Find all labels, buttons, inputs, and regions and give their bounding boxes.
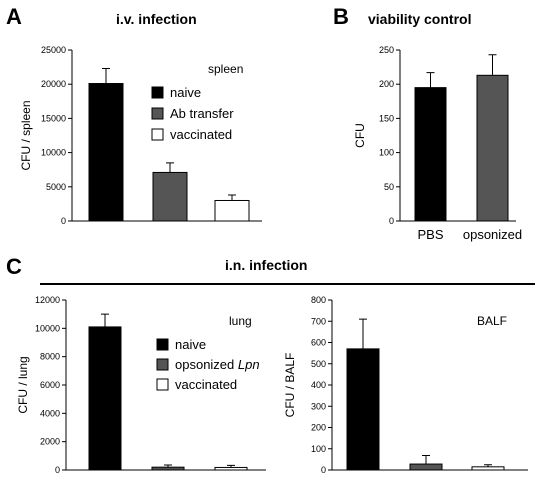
error-bar [228, 194, 236, 201]
panel-title-a: i.v. infection [116, 11, 197, 27]
legend-label: opsonized Lpn [175, 357, 260, 372]
y-tick-label: 20000 [41, 79, 66, 89]
y-tick-label: 300 [311, 401, 326, 411]
legend-text: vaccinated [175, 377, 237, 392]
y-tick-label: 100 [311, 444, 326, 454]
y-tick-label: 700 [311, 316, 326, 326]
bar [214, 466, 248, 471]
legend-swatch [156, 338, 169, 351]
error-bar [102, 67, 110, 84]
legend-label: vaccinated [170, 127, 232, 142]
y-tick-label: 4000 [40, 408, 60, 418]
y-axis-label: CFU / lung [16, 356, 30, 413]
panel-title-c: i.n. infection [225, 257, 307, 273]
y-tick-label: 0 [55, 465, 60, 475]
bar [151, 466, 185, 471]
legend-text: vaccinated [170, 127, 232, 142]
chart-balf: 0 100 200 300 400 500 600 700 800 CFU / BALF BALF [283, 295, 528, 475]
legend-swatch [151, 107, 164, 120]
error-bar [101, 313, 109, 327]
legend-text: Ab transfer [170, 106, 234, 121]
organ-annotation: lung [229, 314, 252, 328]
chart-spleen: 0 5000 10000 15000 20000 25000 CFU / spleen spl… [19, 45, 262, 226]
bar [152, 171, 188, 222]
error-bar [164, 464, 172, 468]
error-bar [484, 464, 492, 467]
bar [88, 326, 122, 471]
legend-label: vaccinated [175, 377, 237, 392]
y-tick-label: 50 [384, 182, 394, 192]
panel-title-b: viability control [368, 11, 471, 27]
organ-annotation: BALF [477, 314, 507, 328]
y-tick-label: 600 [311, 338, 326, 348]
bar [471, 466, 505, 471]
y-tick-label: 2000 [40, 437, 60, 447]
y-tick-label: 0 [61, 216, 66, 226]
y-tick-label: 200 [311, 423, 326, 433]
y-tick-label: 15000 [41, 113, 66, 123]
bar [214, 199, 250, 222]
legend-label: naive [175, 337, 206, 352]
y-tick-label: 0 [321, 465, 326, 475]
error-bar [359, 318, 367, 349]
error-bar [227, 464, 235, 468]
y-tick-label: 400 [311, 380, 326, 390]
y-tick-label: 12000 [35, 295, 60, 305]
y-axis-label: CFU [353, 123, 367, 148]
chart-lung: 0 2000 4000 6000 8000 10000 12000 CFU / lung lun… [16, 295, 266, 475]
legend-label: Ab transfer [170, 106, 234, 121]
y-tick-label: 200 [379, 79, 394, 89]
y-tick-label: 0 [389, 216, 394, 226]
legend-text: opsonized [175, 357, 234, 372]
legend-swatch [156, 358, 169, 371]
error-bar [426, 72, 435, 88]
y-tick-label: 500 [311, 359, 326, 369]
bar [414, 87, 447, 222]
y-tick-label: 250 [379, 45, 394, 55]
panel-letter-b: B [333, 4, 349, 29]
bar [346, 348, 380, 471]
panel-letter-a: A [6, 4, 22, 29]
error-bar [488, 54, 497, 76]
category-label: opsonized [463, 227, 522, 242]
legend-swatch [156, 378, 169, 391]
y-tick-label: 5000 [46, 182, 66, 192]
legend-swatch [151, 86, 164, 99]
error-bar [166, 162, 174, 173]
bar [88, 83, 124, 222]
y-tick-label: 10000 [35, 323, 60, 333]
y-tick-label: 6000 [40, 380, 60, 390]
legend-text: naive [170, 85, 201, 100]
legend-italic-suffix: Lpn [234, 357, 259, 372]
y-tick-label: 150 [379, 113, 394, 123]
y-axis-label: CFU / BALF [283, 353, 297, 418]
y-tick-label: 100 [379, 148, 394, 158]
panel-letter-c: C [6, 254, 22, 279]
organ-annotation: spleen [208, 62, 243, 76]
y-axis-label: CFU / spleen [19, 100, 33, 170]
y-tick-label: 10000 [41, 148, 66, 158]
bar [476, 74, 509, 222]
chart-viability: 0 50 100 150 200 250 CFU PBS opsonized [353, 45, 522, 242]
legend-label: naive [170, 85, 201, 100]
y-tick-label: 25000 [41, 45, 66, 55]
bar [409, 463, 443, 471]
category-label: PBS [417, 227, 443, 242]
legend-text: naive [175, 337, 206, 352]
error-bar [422, 455, 430, 465]
y-tick-label: 8000 [40, 352, 60, 362]
legend-swatch [151, 128, 164, 141]
y-tick-label: 800 [311, 295, 326, 305]
